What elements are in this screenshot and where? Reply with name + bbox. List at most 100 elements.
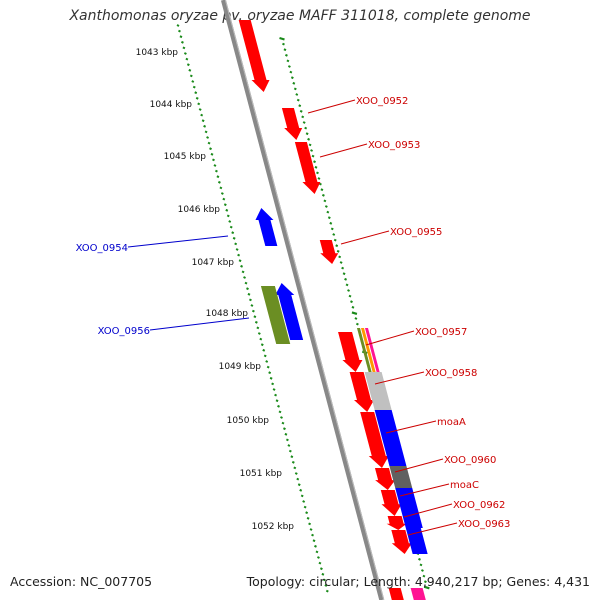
inner-tick: [231, 231, 235, 235]
outer-tick: [308, 143, 312, 147]
inner-tick: [226, 214, 230, 218]
outer-tick: [289, 70, 293, 74]
inner-tick: [194, 91, 198, 95]
inner-tick: [306, 516, 310, 520]
inner-tick: [296, 477, 300, 481]
gene-forward: [388, 588, 404, 600]
outer-tick: [293, 87, 297, 91]
outer-tick: [351, 305, 355, 309]
inner-tick: [263, 354, 267, 358]
gene-features: [238, 20, 428, 600]
gene-label-leader: [149, 317, 250, 331]
outer-tick: [341, 266, 345, 270]
inner-tick: [277, 404, 280, 408]
outer-tick: [326, 210, 330, 214]
outer-tick: [317, 177, 321, 180]
inner-tick: [265, 360, 269, 363]
inner-tick: [269, 376, 273, 380]
inner-tick: [274, 393, 278, 397]
outer-tick: [296, 98, 300, 102]
gene-label: XOO_0963: [458, 519, 510, 530]
outer-tick: [298, 104, 302, 108]
inner-tick: [216, 175, 220, 179]
inner-tick: [234, 242, 238, 246]
gene-label: XOO_0962: [453, 500, 505, 511]
inner-tick: [217, 180, 221, 184]
outer-tick: [302, 121, 306, 124]
gene-label-leader: [399, 483, 450, 497]
inner-tick: [243, 276, 246, 279]
gene-label-leader: [307, 99, 356, 114]
outer-tick: [301, 115, 305, 119]
outer-tick: [311, 154, 315, 158]
inner-tick: [204, 130, 208, 134]
inner-tick: [232, 236, 236, 240]
outer-tick: [332, 233, 336, 236]
inner-tick: [314, 544, 317, 548]
gene-forward: [391, 530, 412, 554]
inner-tick: [235, 248, 239, 251]
inner-tick: [223, 203, 227, 207]
inner-tick: [303, 505, 307, 509]
gene-green: [260, 286, 291, 344]
outer-tick: [305, 132, 309, 136]
backbone-highlight: [224, 0, 385, 600]
outer-tick: [421, 569, 424, 572]
kbp-label: 1043 kbp: [136, 48, 179, 58]
gene-forward: [238, 20, 270, 92]
outer-tick: [348, 294, 352, 298]
gene-label: XOO_0955: [390, 227, 442, 238]
gene-label-callouts: XOO_0952 XOO_0953 XOO_0955 XOO_0954 XOO_0956…: [76, 96, 510, 536]
inner-tick: [238, 259, 242, 263]
inner-tick: [256, 326, 260, 330]
kbp-label: 1049 kbp: [219, 362, 262, 372]
inner-tick-ring: [176, 24, 329, 593]
gene-pink: [410, 588, 426, 600]
outer-tick: [320, 188, 324, 192]
inner-tick: [240, 264, 244, 268]
outer-tick: [307, 137, 311, 141]
outer-tick: [342, 272, 346, 276]
inner-tick: [209, 147, 212, 151]
inner-tick: [179, 35, 183, 39]
outer-tick: [279, 36, 285, 41]
outer-tick: [321, 193, 325, 197]
gene-reverse: [374, 410, 407, 466]
inner-tick: [317, 556, 320, 559]
outer-tick: [327, 216, 331, 220]
outer-tick: [304, 126, 308, 130]
inner-tick: [186, 63, 190, 67]
outer-tick: [424, 585, 430, 590]
outer-tick: [313, 160, 316, 164]
inner-tick: [308, 522, 312, 526]
gene-label-leader: [407, 522, 458, 536]
gene-label: XOO_0953: [368, 140, 420, 151]
inner-tick: [247, 292, 251, 296]
inner-tick: [241, 270, 245, 274]
inner-tick: [203, 124, 207, 128]
outer-tick: [345, 283, 349, 287]
inner-tick: [244, 281, 248, 285]
inner-tick: [272, 388, 276, 391]
inner-tick: [259, 337, 263, 341]
inner-tick: [294, 472, 298, 475]
kbp-label: 1044 kbp: [150, 100, 193, 110]
outer-tick: [284, 53, 288, 57]
inner-tick: [288, 449, 292, 453]
inner-tick: [182, 46, 186, 50]
inner-tick: [251, 309, 255, 313]
gene-label-leader: [127, 235, 229, 248]
gene-dark: [389, 466, 413, 488]
kbp-labels: 1043 kbp 1044 kbp 1045 kbp 1046 kbp 1047 kbp…: [136, 48, 295, 532]
outer-tick: [314, 165, 318, 169]
inner-tick: [248, 298, 252, 302]
inner-tick: [302, 500, 306, 503]
outer-tick: [350, 300, 353, 304]
inner-tick: [250, 304, 254, 307]
gene-label: XOO_0960: [444, 455, 496, 466]
inner-tick: [197, 102, 201, 106]
outer-tick: [318, 182, 322, 186]
outer-tick: [292, 81, 296, 85]
inner-tick: [220, 192, 224, 195]
